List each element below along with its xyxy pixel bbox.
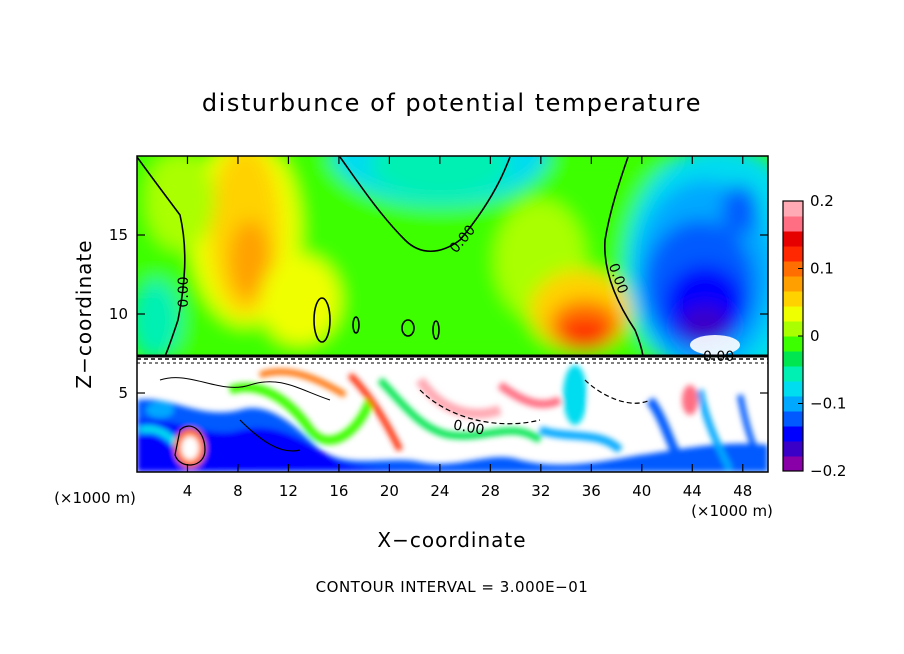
colorbar-swatch: [783, 366, 803, 382]
colorbar-swatch: [783, 321, 803, 337]
y-axis-title: Z−coordinate: [72, 239, 96, 388]
colorbar-swatch: [783, 456, 803, 472]
colorbar-swatch: [783, 336, 803, 352]
contour-lines: [137, 156, 768, 466]
colorbar-swatch: [783, 426, 803, 442]
colorbar-swatch: [783, 216, 803, 232]
colorbar-tick-label: −0.1: [810, 395, 846, 413]
y-tick-label: 15: [109, 226, 128, 244]
x-tick-label: 20: [380, 482, 399, 500]
x-axis-title: X−coordinate: [377, 528, 526, 552]
x-tick-label: 24: [430, 482, 449, 500]
y-tick-label: 5: [118, 384, 128, 402]
x-tick-label: 32: [531, 482, 550, 500]
colorbar-swatch: [783, 231, 803, 247]
upper-layer-blobs: [137, 156, 768, 385]
plot-area: 0.00 0.00 0.00 0.00 0.00: [137, 156, 768, 472]
y-axis: 5 10 15: [109, 226, 768, 402]
colorbar-tick-label: −0.2: [810, 462, 846, 480]
colorbar-swatch: [783, 291, 803, 307]
colorbar-swatch: [783, 381, 803, 397]
colorbar-swatch: [783, 396, 803, 412]
colorbar-tick-label: 0.2: [810, 192, 834, 210]
x-unit-left: (×1000 m): [54, 489, 136, 507]
contour-label: 0.00: [703, 349, 734, 365]
x-tick-label: 40: [632, 482, 651, 500]
x-axis: 4 8 12 16 20 24 28 32 36 40 44 48: [183, 156, 752, 500]
x-tick-label: 48: [733, 482, 752, 500]
colorbar-swatch: [783, 246, 803, 262]
colorbar: 0.2 0.1 0 −0.1 −0.2: [782, 192, 846, 480]
colorbar-swatch: [783, 201, 803, 217]
colorbar-swatch: [783, 306, 803, 322]
colorbar-tick-label: 0.1: [810, 260, 834, 278]
x-tick-label: 12: [279, 482, 298, 500]
chart-title: disturbunce of potential temperature: [202, 89, 702, 117]
contour-label: 0.00: [176, 276, 192, 307]
colorbar-swatch: [783, 441, 803, 457]
colorbar-swatch: [783, 276, 803, 292]
x-unit-right: (×1000 m): [691, 502, 773, 520]
x-tick-label: 28: [481, 482, 500, 500]
x-tick-label: 44: [683, 482, 702, 500]
contour-interval-note: CONTOUR INTERVAL = 3.000E−01: [316, 578, 589, 596]
colorbar-swatch: [783, 351, 803, 367]
colorbar-swatch: [783, 411, 803, 427]
colorbar-tick-label: 0: [810, 327, 820, 345]
x-tick-label: 36: [582, 482, 601, 500]
x-tick-label: 4: [183, 482, 193, 500]
y-tick-label: 10: [109, 305, 128, 323]
lower-layer-blobs: [137, 365, 768, 472]
colorbar-swatch: [783, 261, 803, 277]
contour-label: 0.00: [452, 417, 485, 438]
x-tick-label: 8: [233, 482, 243, 500]
x-tick-label: 16: [329, 482, 348, 500]
